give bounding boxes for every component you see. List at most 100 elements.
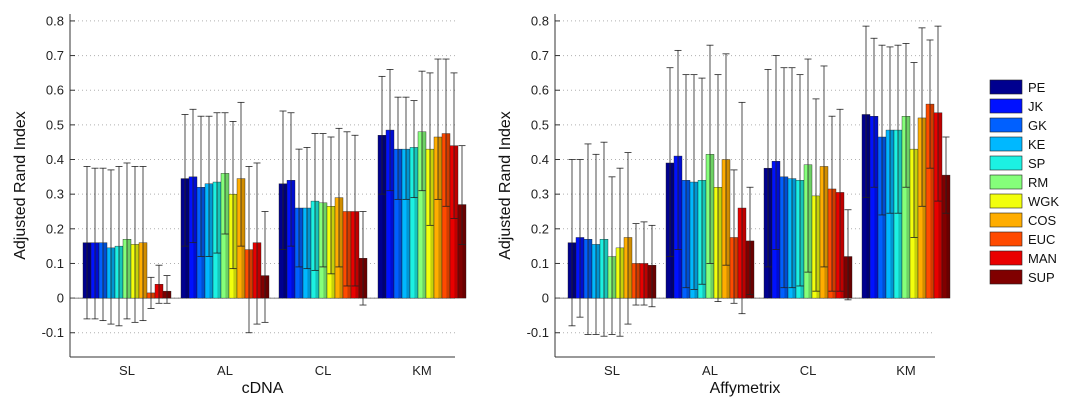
y-tick-label: 0.6	[531, 83, 549, 98]
bar-shade	[265, 275, 269, 299]
legend-label: EUC	[1028, 232, 1055, 247]
bar-shade	[930, 104, 934, 299]
bar-shade	[832, 188, 836, 299]
bar-shade	[612, 256, 616, 299]
y-tick-label: -0.1	[527, 325, 549, 340]
bar-shade	[670, 162, 674, 299]
bar-shade	[283, 183, 287, 299]
bar-shade	[119, 246, 123, 299]
y-tick-label: 0.6	[46, 83, 64, 98]
bar-shade	[291, 180, 295, 299]
bar-shade	[686, 180, 690, 299]
bar-shade	[678, 156, 682, 299]
bar-shade	[331, 206, 335, 299]
y-tick-label: -0.1	[42, 325, 64, 340]
y-axis-title: Adjusted Rand Index	[497, 111, 514, 260]
bar-shade	[454, 145, 458, 299]
bar-shade	[588, 239, 592, 299]
bar-shade	[922, 117, 926, 299]
legend-label: COS	[1028, 213, 1057, 228]
bar-shade	[710, 154, 714, 299]
legend-label: WGK	[1028, 194, 1059, 209]
bar-shade	[694, 182, 698, 299]
bar-shade	[946, 175, 950, 299]
y-tick-label: 0.2	[531, 221, 549, 236]
bar-shade	[742, 208, 746, 299]
y-axis-title: Adjusted Rand Index	[12, 111, 29, 260]
bar-shade	[323, 202, 327, 299]
bar-shade	[784, 176, 788, 299]
bar-shade	[750, 240, 754, 299]
y-tick-label: 0.7	[531, 48, 549, 63]
bar-shade	[890, 130, 894, 299]
legend-swatch	[989, 231, 1023, 247]
bar-shade	[816, 195, 820, 299]
bar-shade	[315, 201, 319, 299]
bar-shade	[430, 149, 434, 299]
chart-panel-affymetrix: -0.1 0 0.1 0.2 0.3 0.4 0.5 0.6 0.7 0.8 SL AL CL KM Aff…	[497, 13, 951, 397]
bar-shade	[596, 244, 600, 299]
legend-swatch	[989, 98, 1023, 114]
legend-label: GK	[1028, 118, 1047, 133]
y-tick-label: 0.1	[531, 256, 549, 271]
bar-shade	[906, 116, 910, 299]
bar-shade	[233, 194, 237, 299]
legend-swatch	[989, 79, 1023, 95]
bar-shade	[382, 135, 386, 299]
bar-shade	[159, 284, 163, 299]
bar-shade	[768, 168, 772, 299]
x-tick-label: KM	[896, 363, 916, 378]
bar-shade	[225, 173, 229, 299]
bar-shade	[604, 239, 608, 299]
bar-shade	[143, 242, 147, 299]
y-tick-label: 0	[57, 291, 64, 306]
y-tick-label: 0.2	[46, 221, 64, 236]
bar-shade	[257, 242, 261, 299]
bar-shade	[217, 182, 221, 299]
x-tick-label: AL	[702, 363, 718, 378]
legend-swatch	[989, 136, 1023, 152]
bar-shade	[151, 292, 155, 299]
bar-shade	[135, 244, 139, 299]
bar-shade	[866, 114, 870, 299]
y-tick-label: 0.4	[46, 152, 64, 167]
x-tick-label: CL	[800, 363, 817, 378]
bar-shade	[209, 183, 213, 299]
bar-shade	[874, 116, 878, 299]
y-tick-label: 0.3	[46, 187, 64, 202]
bar-shade	[644, 263, 648, 299]
bar-shade	[652, 265, 656, 299]
legend-label: KE	[1028, 137, 1046, 152]
bar-shade	[127, 239, 131, 299]
x-axis-title: Affymetrix	[710, 380, 781, 397]
bar-shade	[824, 166, 828, 299]
bar-shade	[702, 180, 706, 299]
bar-shade	[840, 192, 844, 299]
bar-shade	[201, 187, 205, 299]
bar-shade	[636, 263, 640, 299]
bar-shade	[914, 149, 918, 299]
bar-shade	[734, 237, 738, 299]
legend-label: SUP	[1028, 270, 1055, 285]
chart-panel-cdna: -0.1 0 0.1 0.2 0.3 0.4 0.5 0.6 0.7 0.8 SL AL CL KM cDN…	[12, 13, 467, 397]
legend-label: SP	[1028, 156, 1045, 171]
bar-shade	[938, 112, 942, 299]
x-tick-label: KM	[412, 363, 432, 378]
bar-shade	[718, 187, 722, 299]
bar-shade	[167, 291, 171, 299]
y-tick-label: 0.8	[531, 13, 549, 28]
y-tick-label: 0.1	[46, 256, 64, 271]
legend-swatch	[989, 250, 1023, 266]
bar-shade	[462, 204, 466, 299]
y-tick-label: 0.4	[531, 152, 549, 167]
bar-shade	[390, 130, 394, 299]
x-tick-label: SL	[119, 363, 135, 378]
y-tick-label: 0.3	[531, 187, 549, 202]
bar-shade	[363, 258, 367, 299]
bar-shade	[347, 211, 351, 299]
bar-shade	[776, 161, 780, 299]
bar-shade	[572, 242, 576, 299]
bar-shade	[422, 131, 426, 299]
x-tick-label: SL	[604, 363, 620, 378]
x-tick-label: AL	[217, 363, 233, 378]
